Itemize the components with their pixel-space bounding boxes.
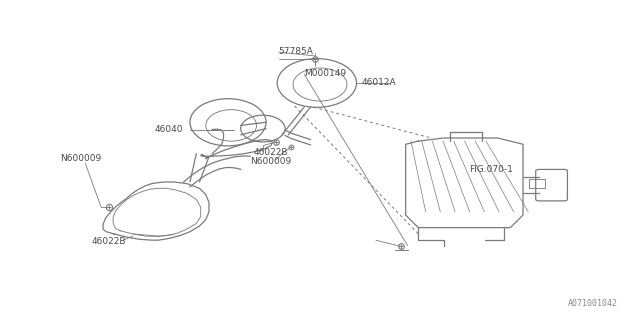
Text: 57785A: 57785A	[279, 47, 314, 56]
Text: 46012A: 46012A	[361, 78, 396, 87]
Text: N600009: N600009	[60, 154, 101, 163]
Text: FIG.070-1: FIG.070-1	[469, 165, 513, 174]
Text: A071001042: A071001042	[568, 299, 618, 308]
Text: 46022B: 46022B	[92, 237, 126, 246]
Bar	[529, 179, 545, 188]
Text: 46022B: 46022B	[253, 148, 288, 156]
Text: 46040: 46040	[155, 125, 184, 134]
Text: M000149: M000149	[304, 69, 346, 78]
Text: N600009: N600009	[250, 157, 291, 166]
